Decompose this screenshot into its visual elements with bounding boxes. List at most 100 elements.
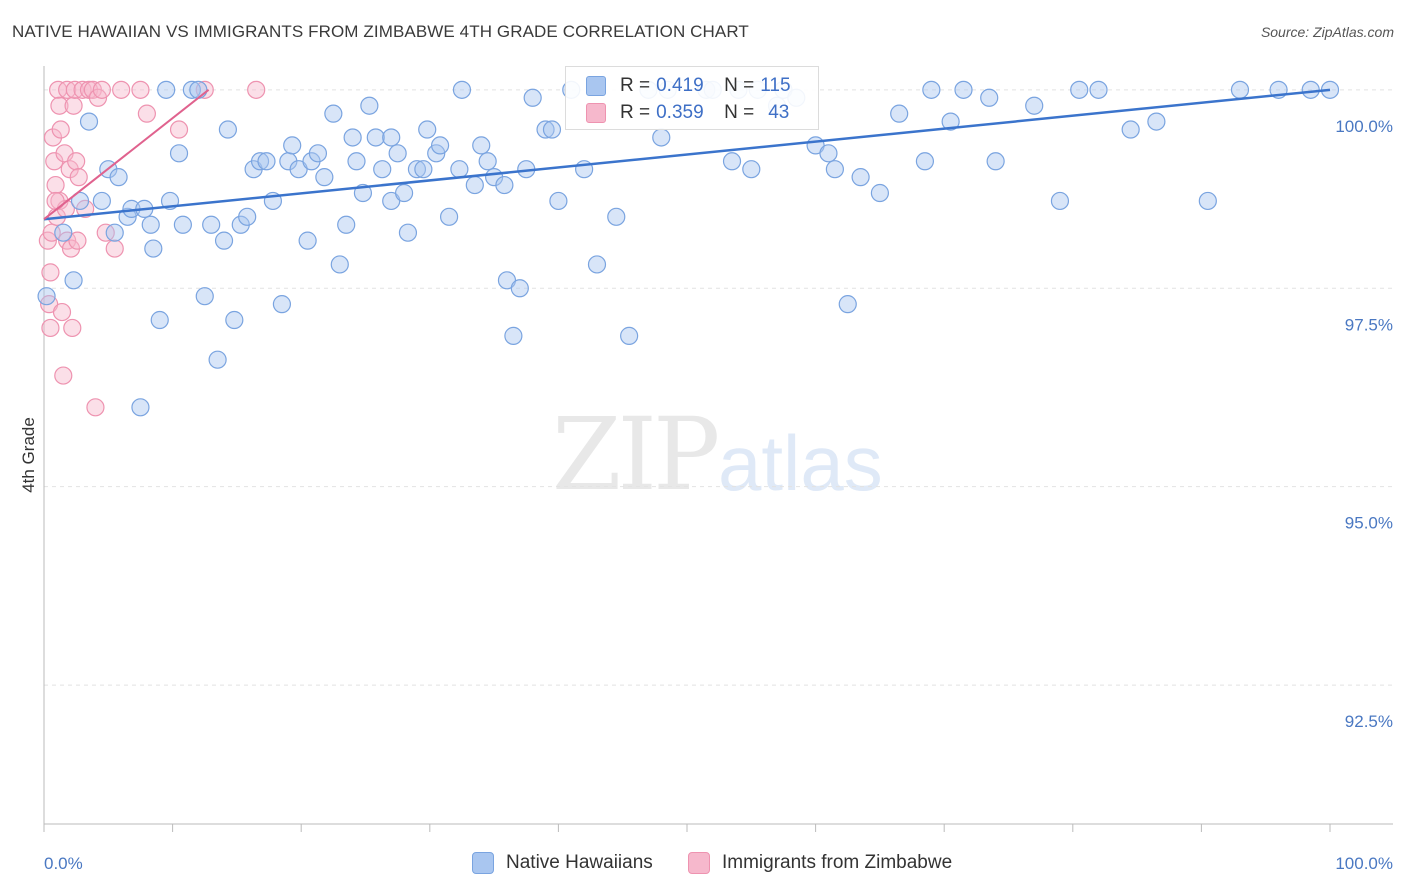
data-point-native-hawaiian bbox=[549, 191, 568, 211]
data-point-native-hawaiian bbox=[742, 160, 761, 179]
data-point-native-hawaiian bbox=[1121, 120, 1140, 139]
data-point-zimbabwe bbox=[58, 80, 77, 99]
y-axis-label: 4th Grade bbox=[19, 417, 38, 493]
legend-swatch-blue bbox=[586, 76, 606, 96]
data-point-native-hawaiian bbox=[347, 152, 366, 171]
data-point-native-hawaiian bbox=[360, 96, 379, 115]
data-point-native-hawaiian bbox=[250, 152, 270, 171]
data-point-native-hawaiian bbox=[37, 287, 56, 306]
data-point-native-hawaiian bbox=[915, 152, 935, 171]
data-point-native-hawaiian bbox=[1301, 80, 1320, 99]
data-point-native-hawaiian bbox=[1230, 80, 1250, 99]
data-point-native-hawaiian bbox=[890, 104, 909, 123]
data-point-zimbabwe bbox=[73, 80, 92, 99]
data-point-native-hawaiian bbox=[394, 183, 414, 203]
legend-n-key: N = bbox=[724, 102, 755, 123]
data-point-zimbabwe bbox=[195, 80, 214, 99]
watermark-zip: ZIP bbox=[552, 396, 720, 513]
data-point-native-hawaiian bbox=[131, 398, 150, 417]
trend-line-zimbabwe bbox=[43, 89, 210, 220]
data-point-native-hawaiian bbox=[980, 88, 999, 107]
chart-title: NATIVE HAWAIIAN VS IMMIGRANTS FROM ZIMBA… bbox=[12, 22, 749, 41]
data-point-native-hawaiian bbox=[1025, 96, 1044, 115]
y-tick-label: 92.5% bbox=[1345, 712, 1393, 731]
data-point-native-hawaiian bbox=[343, 128, 362, 147]
data-point-native-hawaiian bbox=[169, 144, 189, 163]
data-point-native-hawaiian bbox=[1147, 112, 1166, 131]
data-point-native-hawaiian bbox=[418, 120, 437, 139]
data-point-native-hawaiian bbox=[182, 80, 201, 99]
data-point-zimbabwe bbox=[86, 398, 105, 417]
data-point-zimbabwe bbox=[92, 80, 111, 99]
data-point-native-hawaiian bbox=[189, 80, 208, 99]
grid-lines bbox=[44, 89, 1393, 686]
legend-r-value: 0.359 bbox=[656, 102, 704, 123]
data-point-native-hawaiian bbox=[330, 255, 349, 274]
data-point-zimbabwe bbox=[41, 318, 60, 338]
bottom-legend-swatch-blue bbox=[472, 852, 494, 874]
data-point-native-hawaiian bbox=[337, 215, 356, 234]
data-point-zimbabwe bbox=[65, 80, 84, 99]
data-point-zimbabwe bbox=[52, 302, 72, 322]
legend-swatch-pink bbox=[586, 103, 606, 123]
data-point-native-hawaiian bbox=[298, 231, 317, 250]
data-point-native-hawaiian bbox=[141, 215, 160, 234]
data-point-native-hawaiian bbox=[510, 279, 529, 298]
data-point-zimbabwe bbox=[112, 80, 131, 99]
data-point-zimbabwe bbox=[64, 96, 83, 115]
data-point-native-hawaiian bbox=[195, 287, 214, 306]
data-point-zimbabwe bbox=[51, 120, 70, 139]
data-point-native-hawaiian bbox=[465, 175, 484, 195]
data-point-native-hawaiian bbox=[388, 144, 407, 163]
data-point-native-hawaiian bbox=[92, 191, 111, 211]
data-point-native-hawaiian bbox=[954, 80, 973, 99]
data-point-native-hawaiian bbox=[157, 80, 176, 99]
data-point-native-hawaiian bbox=[218, 120, 237, 139]
data-point-zimbabwe bbox=[131, 80, 150, 99]
data-point-native-hawaiian bbox=[79, 112, 99, 131]
bottom-legend-native-hawaiians: Native Hawaiians bbox=[472, 852, 653, 874]
legend-n-value: 115 bbox=[760, 75, 791, 96]
data-point-zimbabwe bbox=[41, 263, 60, 282]
data-point-native-hawaiian bbox=[238, 207, 257, 226]
data-point-zimbabwe bbox=[54, 366, 73, 385]
data-point-native-hawaiian bbox=[607, 207, 626, 226]
series-native-hawaiians bbox=[37, 80, 1340, 417]
data-point-native-hawaiian bbox=[536, 120, 555, 139]
data-point-native-hawaiian bbox=[283, 136, 302, 155]
data-point-zimbabwe bbox=[67, 152, 86, 171]
x-tick-label: 100.0% bbox=[1335, 854, 1393, 873]
data-point-native-hawaiian bbox=[208, 350, 227, 369]
bottom-legend-swatch-pink bbox=[688, 852, 710, 874]
data-point-native-hawaiian bbox=[398, 223, 418, 242]
data-point-native-hawaiian bbox=[54, 223, 73, 242]
bottom-legend-zimbabwe: Immigrants from Zimbabwe bbox=[688, 852, 952, 874]
data-point-zimbabwe bbox=[63, 318, 82, 338]
data-point-native-hawaiian bbox=[257, 152, 276, 171]
bottom-legend-label: Native Hawaiians bbox=[506, 852, 653, 873]
data-point-zimbabwe bbox=[68, 231, 87, 250]
data-point-zimbabwe bbox=[247, 80, 266, 99]
axis-labels: 92.5% 95.0% 97.5% 100.0% 0.0% 100.0% 4th Grade bbox=[19, 117, 1393, 873]
data-point-native-hawaiian bbox=[722, 152, 742, 171]
data-point-native-hawaiian bbox=[838, 295, 857, 314]
data-point-native-hawaiian bbox=[478, 152, 497, 171]
legend-r-key: R = bbox=[620, 102, 651, 123]
data-point-native-hawaiian bbox=[70, 191, 90, 211]
data-point-native-hawaiian bbox=[542, 120, 562, 139]
data-point-native-hawaiian bbox=[450, 160, 469, 179]
data-point-native-hawaiian bbox=[202, 215, 221, 234]
data-point-native-hawaiian bbox=[620, 326, 639, 345]
data-point-native-hawaiian bbox=[819, 144, 838, 163]
data-point-native-hawaiian bbox=[214, 231, 234, 250]
data-point-native-hawaiian bbox=[1070, 80, 1089, 99]
data-point-native-hawaiian bbox=[504, 326, 523, 345]
data-point-zimbabwe bbox=[69, 168, 88, 187]
axes bbox=[43, 66, 1393, 832]
data-point-native-hawaiian bbox=[64, 271, 83, 290]
data-point-zimbabwe bbox=[46, 175, 65, 195]
data-point-native-hawaiian bbox=[1050, 191, 1070, 211]
data-point-native-hawaiian bbox=[373, 160, 392, 179]
data-point-native-hawaiian bbox=[414, 160, 433, 179]
